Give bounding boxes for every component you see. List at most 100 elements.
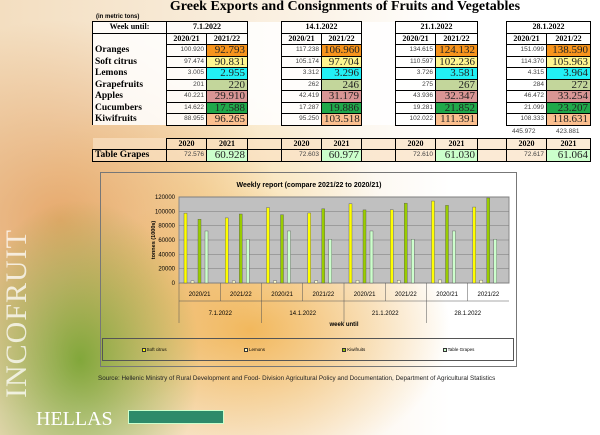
value-2020-21: 114.370 — [506, 55, 547, 68]
grapes-2021: 60.928 — [206, 149, 248, 162]
value-2021-22: 102.236 — [435, 55, 478, 68]
legend-swatch-icon — [243, 347, 248, 352]
bar-kiwifruits — [486, 197, 490, 284]
value-2021-22: 2.955 — [206, 67, 248, 80]
gap — [477, 137, 507, 150]
bar-soft-citrus — [225, 217, 229, 284]
value-2020-21: 3.005 — [166, 67, 207, 80]
value-2020-21: 102.022 — [395, 113, 436, 126]
gap — [247, 56, 282, 68]
y-tick-label: 100000 — [155, 209, 176, 215]
value-2021-22: 220 — [206, 78, 248, 91]
value-2021-22: 124.132 — [435, 44, 478, 57]
y-axis-label: tonnes (1000s) — [151, 221, 157, 260]
bar-table-grapes — [493, 239, 497, 284]
value-2020-21: 14.622 — [166, 101, 207, 114]
value-2020-21: 134.615 — [395, 44, 436, 57]
bar-chart: Weekly report (compare 2021/22 to 2020/2… — [151, 182, 510, 328]
gap — [477, 44, 507, 56]
value-2020-21: 262 — [281, 78, 322, 91]
bar-table-grapes — [411, 239, 415, 284]
chart-title: Weekly report (compare 2021/22 to 2020/2… — [236, 182, 381, 189]
legend-label: Lemons — [248, 347, 265, 352]
bar-kiwifruits — [445, 205, 449, 284]
value-2021-22: 92.793 — [206, 44, 248, 57]
page-title: Greek Exports and Consignments of Fruits… — [169, 0, 521, 14]
value-2020-21: 95.250 — [281, 113, 322, 126]
grapes-2021: 61.030 — [435, 149, 478, 162]
value-2020-21: 108.333 — [506, 113, 547, 126]
group-label: 28.1.2022 — [454, 311, 481, 317]
value-2020-21: 105.174 — [281, 55, 322, 68]
gap — [247, 113, 282, 125]
bar-soft-citrus — [472, 206, 476, 284]
legend-swatch-icon — [342, 347, 347, 352]
grapes-table: 2020 2021 2020 2021 2020 2021 2020 2021 Table Gr… — [92, 137, 591, 162]
gap — [247, 102, 282, 114]
x-tick-label: 2021/22 — [230, 292, 252, 298]
bar-soft-citrus — [307, 212, 311, 284]
hellas-logo: HELLAS — [36, 408, 113, 430]
gap — [477, 33, 507, 45]
bar-table-grapes — [328, 239, 332, 284]
x-tick-label: 2021/22 — [395, 292, 417, 298]
value-2021-22: 106.960 — [321, 44, 362, 57]
value-2020-21: 40.221 — [166, 90, 207, 103]
bar-soft-citrus — [183, 212, 188, 284]
gap — [247, 33, 282, 45]
value-2021-22: 97.704 — [321, 55, 362, 68]
gap — [361, 90, 396, 102]
incofruit-logo: INCOFRUIT — [0, 228, 33, 398]
value-2021-22: 3.964 — [546, 67, 591, 80]
bar-kiwifruits — [362, 209, 367, 284]
gap — [361, 113, 396, 125]
value-2020-21: 110.597 — [395, 55, 436, 68]
season-header: 2021/22 — [546, 32, 591, 45]
bar-soft-citrus — [431, 200, 435, 284]
value-2021-22: 33.254 — [546, 90, 591, 103]
legend-item: Soft citrus — [141, 347, 167, 352]
value-2020-21: 3.312 — [281, 67, 322, 80]
gap — [361, 44, 396, 56]
season-header: 2020/21 — [395, 32, 436, 45]
value-2021-22: 272 — [546, 78, 591, 91]
gap — [361, 149, 396, 162]
grapes-2020: 72.576 — [166, 149, 207, 162]
blank — [92, 138, 167, 150]
value-2020-21: 275 — [395, 78, 436, 91]
year-header: 2020 — [506, 137, 547, 150]
bar-kiwifruits — [197, 219, 202, 284]
bar-kiwifruits — [239, 213, 243, 284]
value-2020-21: 42.419 — [281, 90, 322, 103]
value-2020-21: 97.474 — [166, 55, 207, 68]
product-name: Apples — [92, 90, 167, 102]
bar-lemons — [479, 279, 483, 284]
gap — [247, 21, 282, 33]
bar-table-grapes — [246, 239, 250, 284]
bar-kiwifruits — [321, 208, 325, 284]
legend-label: Soft citrus — [146, 347, 167, 352]
legend-label: Table Grapes — [447, 347, 475, 352]
bar-table-grapes — [452, 230, 456, 284]
year-header: 2020 — [281, 137, 322, 150]
gap — [477, 102, 507, 114]
exports-table: Week until: 7.1.2022 14.1.2022 21.1.2022 28.… — [92, 21, 591, 126]
season-header: 2021/22 — [435, 32, 478, 45]
product-row: Lemons 3.005 2.955 3.312 3.296 3.726 3.581 4.31… — [92, 67, 591, 80]
unit-note: (in metric tons) — [96, 14, 140, 20]
blank — [92, 33, 167, 45]
product-name: Grapefruits — [92, 79, 167, 91]
value-2020-21: 88.955 — [166, 113, 207, 126]
bar-lemons — [397, 280, 401, 284]
value-2021-22: 96.265 — [206, 113, 248, 126]
legend-item: Lemons — [243, 347, 265, 352]
gap — [477, 149, 507, 162]
value-2021-22: 23.207 — [546, 101, 591, 114]
legend-item: Kiwifruits — [342, 347, 365, 352]
total-2021-22: 423.881 — [556, 127, 580, 135]
gap — [477, 90, 507, 102]
product-row: Kiwifruits 88.955 96.265 95.250 103.518 102.0… — [92, 113, 591, 126]
gap — [247, 149, 282, 162]
gap — [247, 44, 282, 56]
y-tick-label: 80000 — [158, 224, 175, 230]
